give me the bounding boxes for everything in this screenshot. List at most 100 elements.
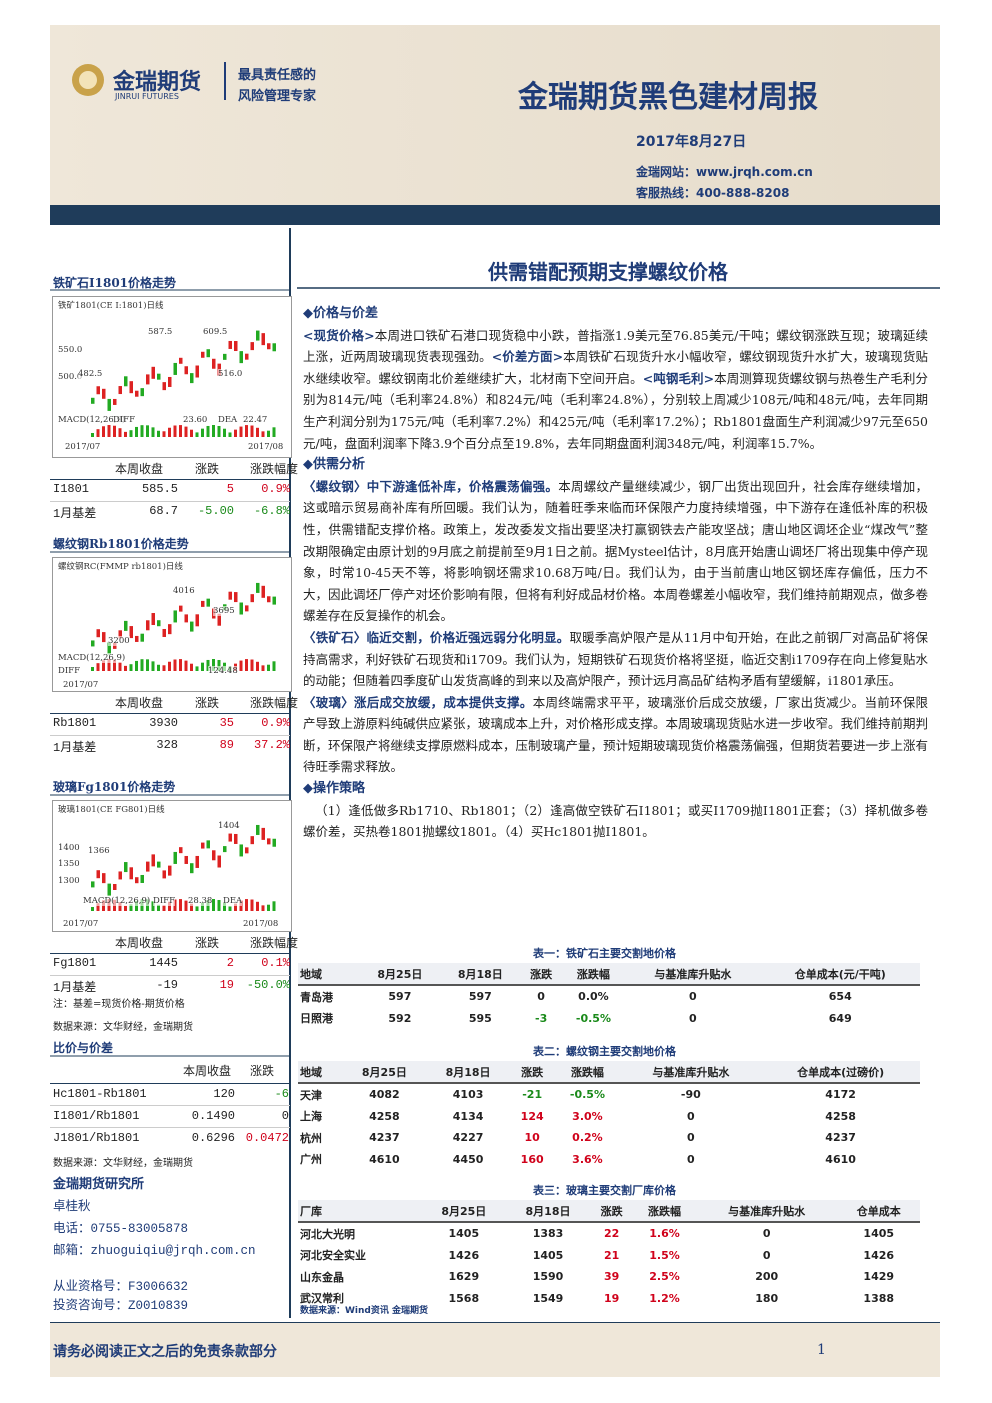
candle [239, 844, 243, 857]
table-cell: I1801 [53, 482, 90, 496]
chart-label: 28.38 [188, 896, 213, 906]
chart-label: 2017/08 [243, 919, 279, 929]
table-cell: 1月基差 [53, 740, 97, 755]
column-header: 仓单成本(元/干吨) [760, 963, 920, 986]
candle [168, 376, 172, 387]
candle [118, 871, 122, 880]
data-table: 地域 8月25日 8月18日 涨跌 涨跌幅 与基准库升贴水 仓单成本(过磅价) 天津 4082 4… [298, 1061, 920, 1170]
column-header: 仓单成本 [837, 1200, 920, 1223]
paragraph: <现货价格>本周进口铁矿石港口现货稳中小跌，普指涨1.9美元至76.85美元/干… [303, 325, 928, 455]
chart-label: 3695 [213, 606, 235, 616]
table-cell: 4103 [452, 1088, 484, 1102]
candle [124, 620, 128, 631]
table-cell: -6 [274, 1087, 289, 1101]
table-cell: 1388 [863, 1291, 895, 1305]
table-header: 涨跌 [195, 462, 220, 476]
column-header: 仓单成本(过磅价) [761, 1061, 920, 1084]
candle [124, 862, 128, 873]
chart-label: 1404 [218, 821, 240, 831]
table-cell: 68.7 [149, 503, 178, 518]
macd-bar [250, 659, 254, 671]
table-cell: 4237 [825, 1131, 856, 1145]
macd-bar [206, 425, 210, 437]
candle [234, 833, 238, 844]
candle [217, 855, 221, 868]
candle [190, 621, 194, 632]
body-text: 本周进口铁矿石港口现货稳中小跌，普指涨1.9美元至76.85美元/干吨；螺纹钢涨… [303, 327, 928, 365]
table-cell: 杭州 [300, 1131, 322, 1145]
candle [179, 605, 183, 612]
headline: 供需错配预期支撑螺纹价格 [488, 260, 728, 284]
table-cell: 0.0% [578, 990, 609, 1004]
chart-label: DIFF [113, 415, 135, 425]
table-cell: Rb1801 [53, 716, 97, 730]
chart-label: 609.5 [203, 327, 228, 337]
table-cell: 日照港 [300, 1012, 333, 1026]
macd-bar [179, 899, 182, 911]
candle [118, 630, 122, 639]
candle [118, 386, 122, 395]
chart-label: 2017/07 [65, 442, 101, 452]
body-text: 本周螺纹产量继续减少，钢厂出货出现回升，社会库存继续增加，这或暗示贸易商补库有所… [303, 478, 929, 624]
candle [228, 833, 232, 842]
macd-bar [173, 899, 177, 911]
macd-bar [256, 661, 259, 671]
candle [162, 870, 166, 879]
macd-bar [102, 426, 105, 437]
candle [151, 854, 155, 867]
candle [212, 850, 216, 861]
table-cell: 河北安全实业 [300, 1249, 366, 1263]
table-row: 武汉常利 1568 1549 19 1.2% 180 1388 [298, 1288, 920, 1310]
table-cell: 1.5% [649, 1248, 680, 1262]
table-cell: 4237 [369, 1131, 400, 1145]
chart-label: 3200 [108, 636, 130, 646]
chart-label: 550.0 [58, 345, 83, 355]
column-header: 涨跌幅 [554, 1061, 621, 1084]
hotline: 客服热线：400-888-8208 [636, 186, 790, 200]
macd-bar [129, 664, 133, 671]
macd-bar [256, 901, 259, 911]
table-cell: -90 [680, 1088, 701, 1102]
macd-bar [250, 425, 254, 437]
table-cell: -3 [535, 1011, 548, 1025]
macd-bar [184, 660, 188, 671]
table-cell: 10 [524, 1131, 540, 1145]
macd-bar [129, 430, 133, 437]
table-cell: I1801/Rb1801 [53, 1109, 140, 1123]
macd-bar [162, 665, 166, 671]
macd-bar [239, 426, 243, 437]
table-cell: 1383 [532, 1227, 564, 1241]
website: 金瑞网站：www.jrqh.com.cn [636, 165, 813, 179]
table-cell: 654 [828, 990, 852, 1004]
column-header: 与基准库升贴水 [620, 1061, 762, 1084]
macd-bar [96, 663, 100, 671]
table-header: 涨跌 [195, 936, 220, 950]
candle [113, 398, 117, 405]
table-cell: 1426 [448, 1248, 480, 1262]
main-text: 价格与价差<现货价格>本周进口铁矿石港口现货稳中小跌，普指涨1.9美元至76.8… [303, 303, 928, 843]
chart-title: 玻璃Fg1801价格走势 [53, 780, 176, 794]
table-row: 天津 4082 4103 -21 -0.5% -90 4172 [298, 1083, 920, 1106]
table-cell: 0.6296 [191, 1131, 235, 1145]
row-rule [50, 734, 290, 736]
macd-bar [267, 664, 270, 671]
data-table: 厂库 8月25日 8月18日 涨跌 涨跌幅 与基准库升贴水 仓单成本 河北大光明 1405 138… [298, 1200, 920, 1309]
chart-title: 螺纹钢Rb1801价格走势 [53, 537, 189, 551]
candle [157, 373, 161, 380]
table-cell: 1445 [149, 956, 178, 970]
macd-bar [179, 425, 182, 437]
table-cell: 4134 [452, 1109, 484, 1123]
table-cell: 160 [520, 1152, 544, 1166]
macd-bar [157, 664, 160, 671]
candle [146, 620, 150, 631]
table-cell: 1.2% [649, 1291, 680, 1305]
candle [96, 629, 100, 638]
candle [91, 881, 95, 888]
chart-label: MACD(12,26,9) [58, 653, 126, 663]
paragraph: （1）逢低做多Rb1710、Rb1801；（2）逢高做空铁矿石I1801；或买I… [303, 800, 928, 843]
macd-bar [151, 427, 155, 437]
candle [129, 867, 133, 880]
macd-bar [118, 902, 122, 911]
macd-bar [217, 425, 221, 437]
table-cell: 0.1% [261, 956, 290, 970]
